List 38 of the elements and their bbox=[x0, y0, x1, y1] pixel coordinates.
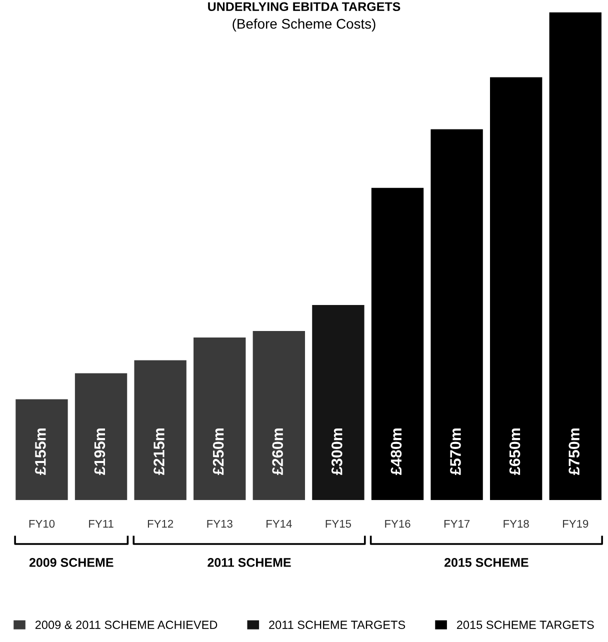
bar bbox=[430, 129, 483, 500]
data-label: £260m bbox=[272, 428, 284, 475]
data-label: £155m bbox=[35, 428, 46, 475]
chart-title: UNDERLYING EBITDA TARGETS bbox=[208, 2, 400, 12]
legend-label: 2015 SCHEME TARGETS bbox=[456, 620, 594, 630]
x-tick-label: FY11 bbox=[89, 520, 114, 528]
x-tick-label: FY12 bbox=[148, 520, 174, 528]
chart-subtitle: (Before Scheme Costs) bbox=[232, 18, 376, 32]
bar bbox=[134, 360, 186, 500]
bar bbox=[16, 399, 68, 500]
x-tick-label: FY16 bbox=[385, 520, 410, 528]
bar bbox=[252, 330, 305, 500]
bar bbox=[312, 304, 364, 500]
x-tick-label: FY19 bbox=[563, 520, 588, 528]
data-label: £215m bbox=[154, 428, 164, 475]
legend-label: 2009 & 2011 SCHEME ACHIEVED bbox=[35, 620, 218, 630]
data-label: £570m bbox=[450, 428, 461, 475]
data-label: £195m bbox=[94, 428, 106, 475]
x-tick-label: FY10 bbox=[29, 520, 55, 528]
data-label: £250m bbox=[212, 428, 224, 475]
data-label: £480m bbox=[390, 428, 402, 475]
x-tick-label: FY13 bbox=[207, 520, 232, 528]
bar bbox=[490, 77, 542, 500]
x-tick-label: FY15 bbox=[326, 520, 352, 528]
bar bbox=[74, 373, 128, 500]
bar bbox=[549, 12, 602, 500]
x-tick-label: FY17 bbox=[444, 520, 470, 528]
text: 2015 SCHEME bbox=[444, 558, 528, 567]
bar bbox=[194, 337, 246, 500]
data-label: £650m bbox=[509, 428, 520, 475]
text: 2011 SCHEME bbox=[208, 558, 291, 567]
legend-label: 2011 SCHEME TARGETS bbox=[269, 620, 406, 630]
data-label: £300m bbox=[331, 428, 342, 475]
x-tick-label: FY18 bbox=[504, 520, 529, 528]
text: 2009 SCHEME bbox=[29, 558, 114, 567]
data-label: £750m bbox=[568, 428, 580, 475]
x-tick-label: FY14 bbox=[266, 520, 292, 528]
bar bbox=[371, 188, 424, 500]
